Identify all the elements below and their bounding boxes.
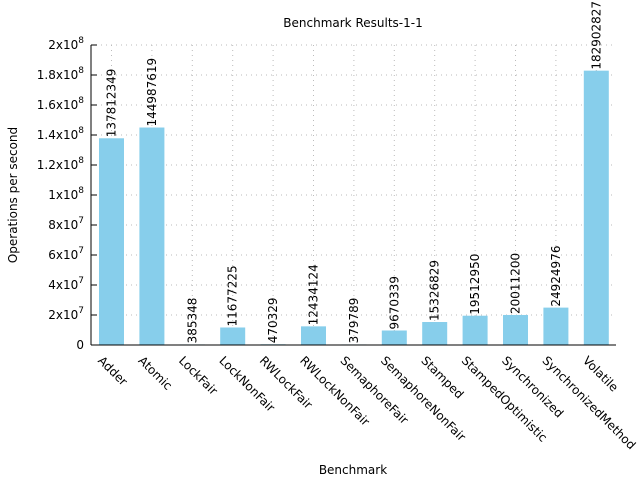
bar-Stamped [422, 322, 448, 345]
x-tick-label: Atomic [136, 353, 175, 392]
value-label: 19512950 [468, 254, 482, 315]
y-tick-label: 1x108 [48, 186, 84, 202]
value-label: 137812349 [105, 69, 119, 138]
value-label: 11677225 [226, 265, 240, 326]
bar-StampedOptimistic [462, 315, 488, 345]
bar-SynchronizedMethod [543, 307, 569, 345]
value-label: 182902827 [589, 1, 603, 70]
value-label: 20011200 [509, 253, 523, 314]
bar-LockNonFair [220, 327, 246, 345]
y-tick-label: 1.4x108 [37, 126, 84, 142]
x-tick-label: Volatile [580, 353, 621, 394]
y-tick-label: 1.2x108 [37, 156, 84, 172]
value-label: 379789 [347, 298, 361, 344]
bar-Volatile [583, 70, 609, 346]
y-tick-label: 4x107 [48, 276, 84, 292]
value-labels: 137812349 144987619 385348 11677225 470329 12… [105, 1, 604, 344]
x-axis-ticks: Adder Atomic LockFairLockNonFairRWLockFair… [95, 353, 638, 452]
value-label: 12434124 [307, 264, 321, 325]
bar-Atomic [139, 127, 165, 345]
bar-SemaphoreNonFair [381, 330, 407, 345]
x-axis-label: Benchmark [319, 463, 387, 477]
value-label: 144987619 [145, 58, 159, 127]
value-label: 470329 [266, 297, 280, 343]
y-tick-label: 2x107 [48, 306, 84, 322]
value-label: 15326829 [428, 260, 442, 321]
y-tick-label: 6x107 [48, 246, 84, 262]
y-axis-ticks: 0 2x107 4x107 6x107 8x107 1x108 1.2x108 1.4x108… [37, 36, 97, 352]
y-axis-label: Operations per second [6, 127, 20, 263]
y-tick-label: 1.8x108 [37, 66, 84, 82]
value-label: 24924976 [549, 246, 563, 307]
x-tick-label: RWLockNonFair [297, 353, 372, 428]
value-label: 385348 [185, 298, 199, 344]
bars [99, 70, 609, 346]
bar-Synchronized [503, 314, 528, 345]
y-tick-label: 2x108 [48, 36, 84, 52]
value-label: 9670339 [387, 276, 401, 329]
x-tick-label: LockFair [176, 353, 220, 397]
bar-RWLockNonFair [301, 326, 326, 345]
bar-Adder [99, 138, 124, 345]
y-tick-label: 1.6x108 [37, 96, 84, 112]
chart-title: Benchmark Results-1-1 [283, 16, 422, 30]
x-tick-label: Adder [95, 353, 130, 388]
y-tick-label: 8x107 [48, 216, 84, 232]
y-tick-label: 0 [76, 338, 84, 352]
